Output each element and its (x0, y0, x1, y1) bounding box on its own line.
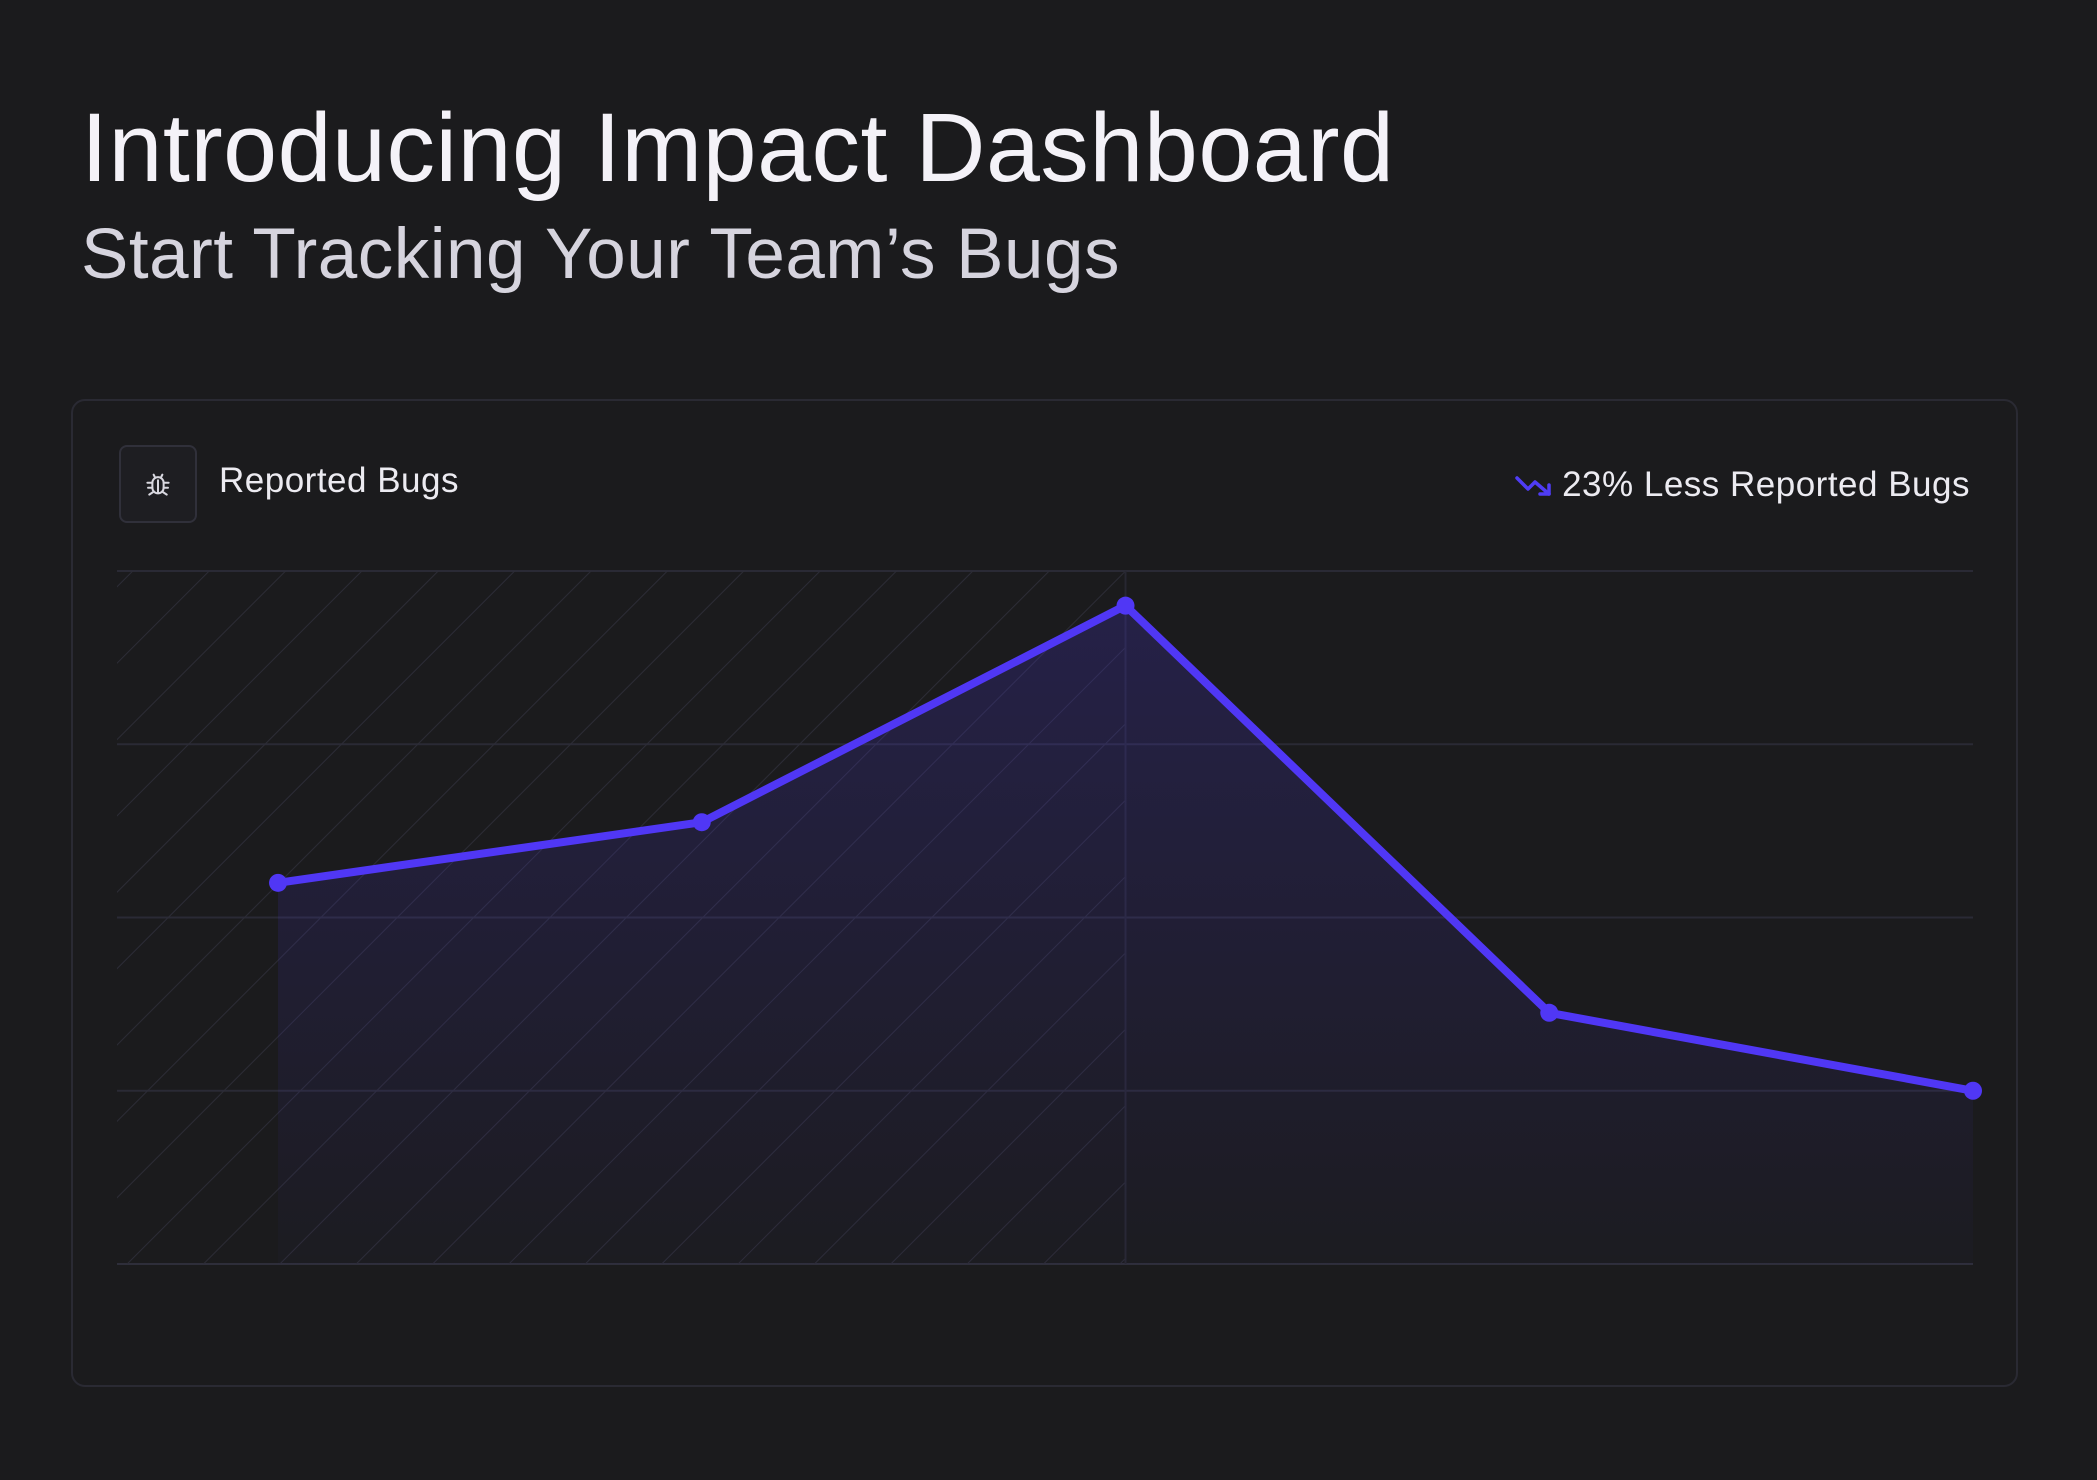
bug-icon-box (119, 445, 197, 523)
bug-icon (146, 473, 170, 496)
page-subtitle: Start Tracking Your Team’s Bugs (81, 215, 1121, 294)
data-point (269, 873, 288, 892)
trending-down-icon (1515, 476, 1551, 496)
card-header: Reported Bugs 23% Less Reported Bugs (119, 445, 1970, 525)
page-title: Introducing Impact Dashboard (81, 93, 1395, 202)
data-point (1116, 596, 1135, 615)
trend-indicator: 23% Less Reported Bugs (1514, 463, 1970, 507)
series-area (278, 605, 1973, 1264)
data-point (692, 813, 711, 832)
reported-bugs-card: Reported Bugs 23% Less Reported Bugs (71, 399, 2018, 1387)
data-point (1540, 1003, 1559, 1022)
card-label: Reported Bugs (219, 461, 459, 500)
trend-text: 23% Less Reported Bugs (1562, 465, 1970, 504)
header: Introducing Impact Dashboard Start Track… (81, 88, 1394, 300)
data-point (1964, 1081, 1982, 1100)
reported-bugs-chart (117, 570, 1982, 1265)
